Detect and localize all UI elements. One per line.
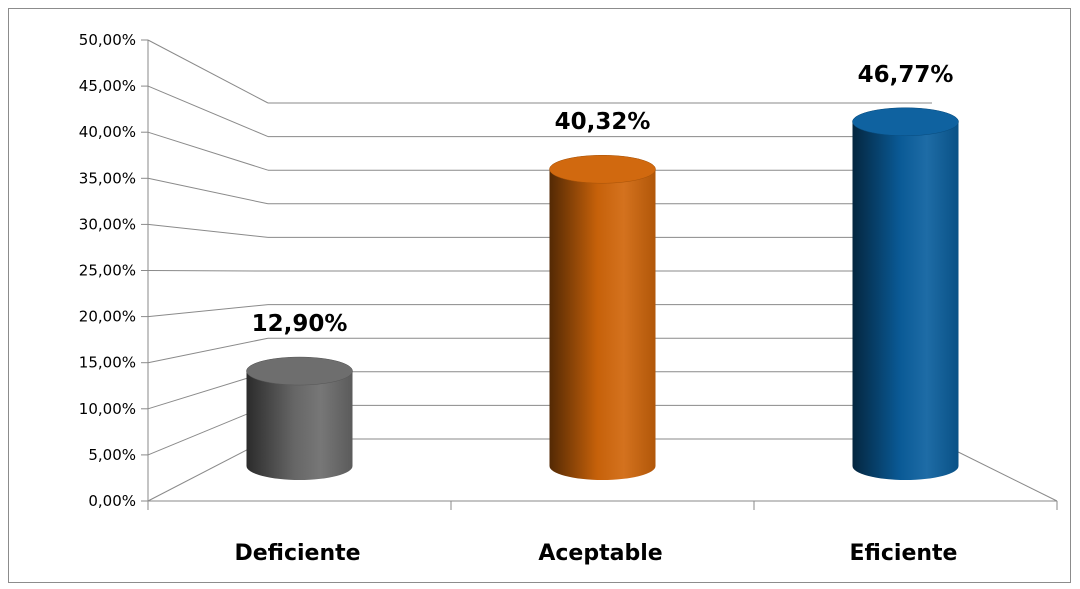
y-tick-label: 15,00%	[79, 354, 136, 372]
bar-top-aceptable	[549, 154, 656, 184]
y-tick-label: 10,00%	[79, 400, 136, 418]
data-label: 46,77%	[858, 62, 954, 88]
bar-aceptable	[549, 155, 656, 481]
data-label: 40,32%	[555, 109, 651, 135]
y-tick-label: 45,00%	[79, 77, 136, 95]
labels: 0,00% 5,00% 10,00% 15,00% 20,00% 25,00% 30,00%…	[79, 31, 958, 566]
category-label: Eficiente	[850, 541, 958, 566]
side-gridline	[147, 85, 269, 138]
y-tick-label: 20,00%	[79, 308, 136, 326]
y-tick-label: 35,00%	[79, 169, 136, 187]
side-gridline	[147, 131, 269, 171]
bar-deficiente	[246, 357, 353, 481]
bars	[246, 107, 959, 481]
bar-eficiente	[852, 107, 959, 481]
side-gridline	[147, 39, 269, 104]
y-tick-label: 5,00%	[88, 446, 136, 464]
y-tick-label: 0,00%	[88, 492, 136, 510]
side-gridline	[147, 337, 269, 364]
side-gridline	[147, 177, 269, 205]
side-gridline	[147, 304, 269, 318]
side-gridline	[147, 270, 269, 272]
side-gridline	[147, 223, 269, 238]
category-label: Deficiente	[234, 541, 360, 566]
bar-top-eficiente	[852, 107, 959, 137]
y-tick-label: 30,00%	[79, 215, 136, 233]
data-label: 12,90%	[252, 311, 348, 337]
y-tick-label: 50,00%	[79, 31, 136, 49]
bar-top-deficiente	[246, 356, 353, 386]
y-tick-label: 25,00%	[79, 262, 136, 280]
y-tick-label: 40,00%	[79, 123, 136, 141]
category-label: Aceptable	[538, 541, 662, 566]
